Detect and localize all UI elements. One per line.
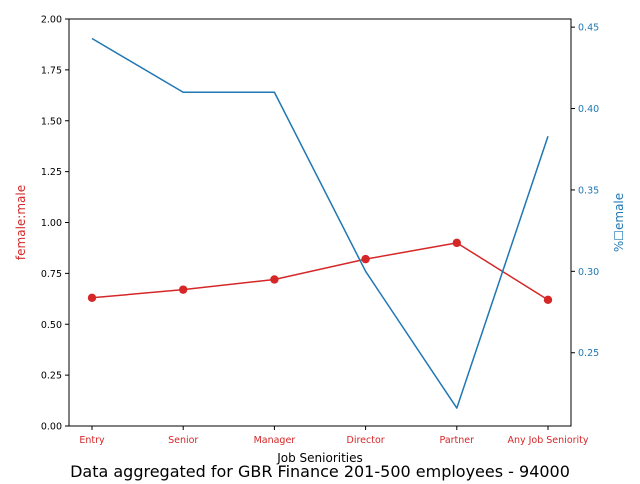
right-y-tick-label: 0.30 <box>578 267 599 278</box>
female-male-ratio-point <box>87 293 97 302</box>
female-male-ratio-point <box>361 254 370 264</box>
chart-caption: Data aggregated for GBR Finance 201-500 … <box>70 462 570 481</box>
left-y-tick-label: 0.25 <box>41 371 62 382</box>
left-y-tick-label: 0.00 <box>41 422 62 433</box>
left-y-tick-label: 0.75 <box>41 269 62 280</box>
female-male-ratio-point <box>452 238 461 248</box>
left-axis-label: female:male <box>14 185 28 260</box>
left-y-tick-label: 1.00 <box>41 218 62 229</box>
plot-frame <box>68 18 572 427</box>
right-y-tick-label: 0.40 <box>578 104 599 115</box>
left-y-tick-label: 1.25 <box>41 167 62 178</box>
x-tick-label: Senior <box>168 435 198 446</box>
x-tick-label: Manager <box>254 435 296 446</box>
left-y-tick-label: 1.50 <box>41 116 62 127</box>
x-axis-label: Job Seniorities <box>276 451 363 465</box>
right-y-tick-label: 0.25 <box>578 348 599 359</box>
left-y-tick-label: 2.00 <box>41 15 62 26</box>
x-tick-label: Director <box>347 435 385 446</box>
left-y-tick-label: 1.75 <box>41 65 62 76</box>
right-axis-label: %☐emale <box>612 193 626 252</box>
female-male-ratio-point <box>179 285 188 294</box>
right-y-tick-label: 0.35 <box>578 185 599 196</box>
x-tick-label: Entry <box>79 435 105 446</box>
female-male-ratio-point <box>543 295 553 305</box>
female-male-ratio-line <box>91 242 549 301</box>
female-male-ratio-point <box>270 275 279 284</box>
left-y-tick-label: 0.50 <box>41 320 62 331</box>
x-tick-label: Partner <box>440 435 475 446</box>
percent-female-line <box>91 37 549 409</box>
right-y-tick-label: 0.45 <box>578 23 599 34</box>
x-tick-label: Any Job Seniority <box>507 435 588 446</box>
